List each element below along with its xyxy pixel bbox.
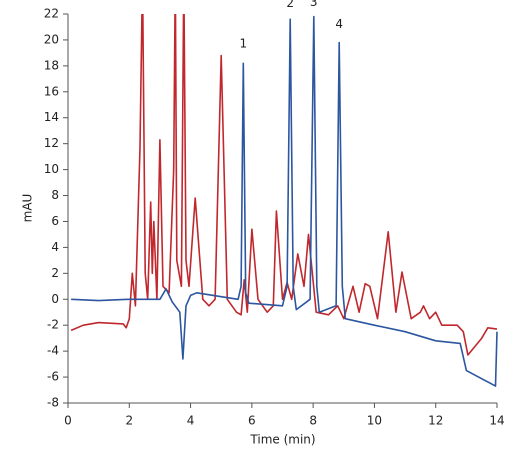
y-tick-label: 8 xyxy=(51,188,59,202)
x-tick-label: 10 xyxy=(367,414,382,428)
y-tick-label: 22 xyxy=(44,7,59,21)
x-tick-label: 4 xyxy=(187,414,195,428)
y-tick-label: 20 xyxy=(44,32,59,46)
y-tick-label: 4 xyxy=(51,240,59,254)
y-tick-label: -4 xyxy=(47,344,59,358)
series-line xyxy=(70,14,498,356)
y-tick-label: 6 xyxy=(51,214,59,228)
y-tick-label: -2 xyxy=(47,318,59,332)
series-line xyxy=(71,15,498,387)
x-axis-label: Time (min) xyxy=(249,433,315,447)
x-tick-label: 14 xyxy=(489,414,504,428)
peak-label: 1 xyxy=(239,36,247,50)
y-tick-label: 12 xyxy=(44,136,59,150)
x-tick-label: 12 xyxy=(428,414,443,428)
y-tick-label: 18 xyxy=(44,58,59,72)
x-tick-label: 2 xyxy=(125,414,133,428)
x-tick-label: 8 xyxy=(309,414,317,428)
y-tick-label: 2 xyxy=(51,266,59,280)
x-tick-label: 6 xyxy=(248,414,256,428)
y-tick-label: 14 xyxy=(44,110,59,124)
x-tick-label: 0 xyxy=(64,414,72,428)
y-tick-label: -6 xyxy=(47,370,59,384)
peak-label: 2 xyxy=(286,0,294,10)
y-axis-label: mAU xyxy=(21,194,35,223)
peak-label: 3 xyxy=(310,0,318,9)
y-tick-label: 10 xyxy=(44,162,59,176)
y-tick-label: -8 xyxy=(47,396,59,410)
peak-label: 4 xyxy=(335,17,343,31)
y-tick-label: 0 xyxy=(51,292,59,306)
y-tick-label: 16 xyxy=(44,84,59,98)
